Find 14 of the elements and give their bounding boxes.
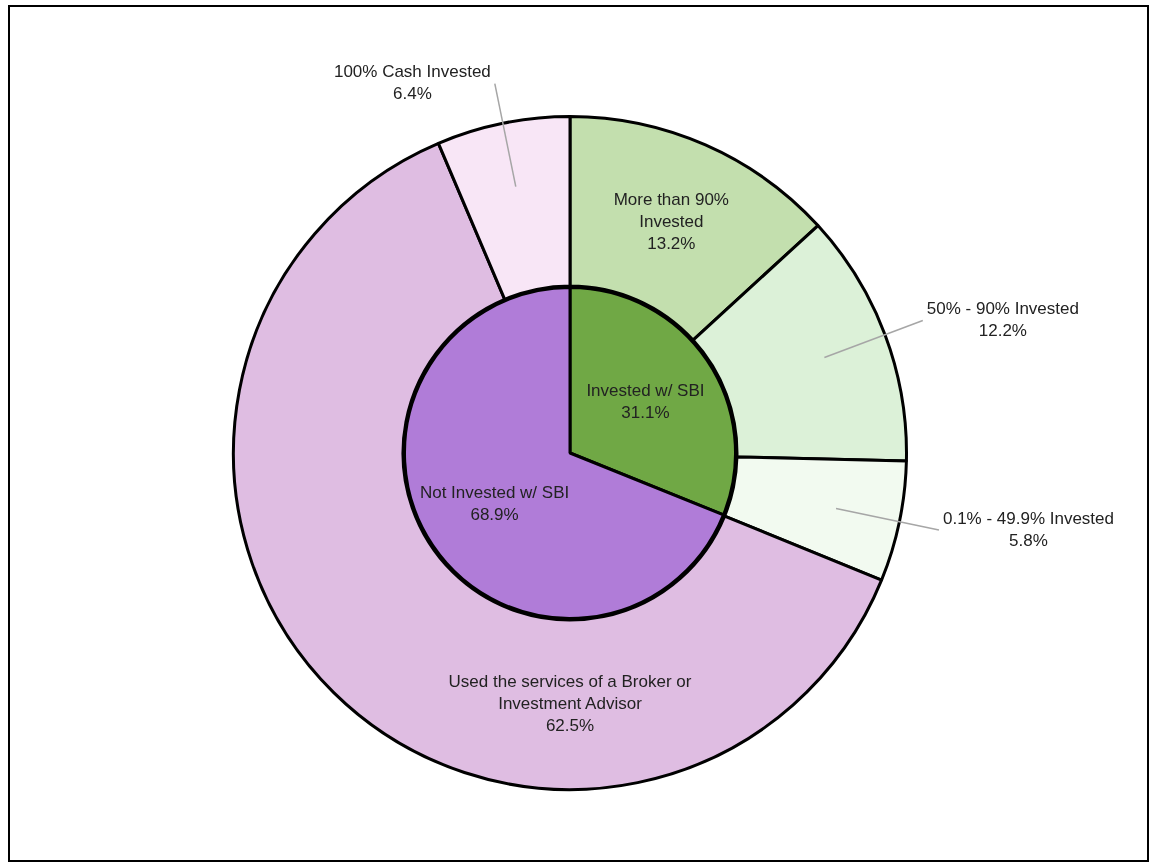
slice-label: Invested w/ SBI — [586, 380, 705, 400]
slice-label: 100% Cash Invested — [333, 62, 491, 82]
data-label: 6.4% — [392, 84, 432, 104]
slice-label: 0.1% - 49.9% Invested — [942, 508, 1114, 528]
slice-label: Used the services of a Broker or Investment Advisor — [448, 672, 692, 714]
data-label: 12.2% — [978, 321, 1027, 341]
slice-label: Not Invested w/ SBI — [419, 482, 570, 502]
slice-label: More than 90% Invested — [613, 190, 729, 232]
data-label: 5.8% — [1009, 530, 1048, 550]
data-label: 68.9% — [470, 504, 519, 524]
slice-label: 50% - 90% Invested — [926, 299, 1079, 319]
data-label: 31.1% — [621, 402, 670, 422]
data-label: 62.5% — [545, 716, 595, 736]
data-label: 13.2% — [647, 234, 696, 254]
